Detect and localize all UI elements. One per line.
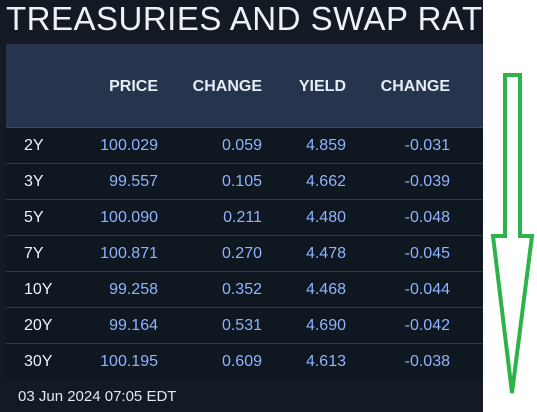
price-cell: 100.871 — [100, 245, 158, 262]
tenor-cell: 5Y — [24, 209, 44, 226]
tenor-cell: 2Y — [24, 137, 44, 154]
yield-cell: 4.468 — [305, 281, 346, 298]
page-title: TREASURIES AND SWAP RAT — [6, 0, 483, 37]
tenor-cell: 30Y — [24, 353, 53, 370]
yield-change-cell: -0.045 — [404, 245, 450, 262]
yield-change-cell: -0.048 — [404, 209, 450, 226]
price-change-cell: 0.352 — [221, 281, 262, 298]
table-row[interactable]: 2Y 100.029 0.059 4.859 -0.031 — [6, 128, 483, 164]
tenor-cell: 10Y — [24, 281, 53, 298]
price-change-cell: 0.105 — [221, 173, 262, 190]
yield-cell: 4.480 — [305, 209, 346, 226]
price-cell: 99.164 — [109, 317, 158, 334]
yield-change-cell: -0.031 — [404, 137, 450, 154]
yield-change-cell: -0.038 — [404, 353, 450, 370]
price-cell: 100.029 — [100, 137, 158, 154]
yield-change-cell: -0.039 — [404, 173, 450, 190]
price-change-cell: 0.609 — [221, 353, 262, 370]
yield-cell: 4.478 — [305, 245, 346, 262]
table-row[interactable]: 20Y 99.164 0.531 4.690 -0.042 — [6, 308, 483, 344]
price-cell: 99.258 — [109, 281, 158, 298]
column-header-price[interactable]: PRICE — [109, 78, 158, 95]
column-header-change[interactable]: CHANGE — [192, 78, 262, 95]
price-cell: 100.090 — [100, 209, 158, 226]
price-cell: 99.557 — [109, 173, 158, 190]
price-change-cell: 0.211 — [223, 209, 262, 226]
yield-change-cell: -0.044 — [404, 281, 450, 298]
yield-cell: 4.662 — [305, 173, 346, 190]
tenor-cell: 7Y — [24, 245, 44, 262]
table-row[interactable]: 5Y 100.090 0.211 4.480 -0.048 — [6, 200, 483, 236]
yield-cell: 4.859 — [305, 137, 346, 154]
table-header: PRICE CHANGE YIELD CHANGE — [6, 45, 483, 128]
table-row[interactable]: 10Y 99.258 0.352 4.468 -0.044 — [6, 272, 483, 308]
column-header-yield-change[interactable]: CHANGE — [380, 78, 450, 95]
table-row[interactable]: 7Y 100.871 0.270 4.478 -0.045 — [6, 236, 483, 272]
price-change-cell: 0.059 — [221, 137, 262, 154]
price-change-cell: 0.270 — [221, 245, 262, 262]
price-change-cell: 0.531 — [221, 317, 262, 334]
yield-change-cell: -0.042 — [404, 317, 450, 334]
tenor-cell: 20Y — [24, 317, 53, 334]
treasuries-panel: TREASURIES AND SWAP RAT PRICE CHANGE YIE… — [0, 0, 483, 412]
rates-table: PRICE CHANGE YIELD CHANGE 2Y 100.029 0.0… — [6, 44, 483, 380]
table-row[interactable]: 30Y 100.195 0.609 4.613 -0.038 — [6, 344, 483, 379]
yield-cell: 4.613 — [305, 353, 346, 370]
price-cell: 100.195 — [100, 353, 158, 370]
tenor-cell: 3Y — [24, 173, 44, 190]
column-header-yield[interactable]: YIELD — [298, 78, 346, 95]
timestamp: 03 Jun 2024 07:05 EDT — [18, 388, 177, 405]
table-row[interactable]: 3Y 99.557 0.105 4.662 -0.039 — [6, 164, 483, 200]
yield-cell: 4.690 — [305, 317, 346, 334]
